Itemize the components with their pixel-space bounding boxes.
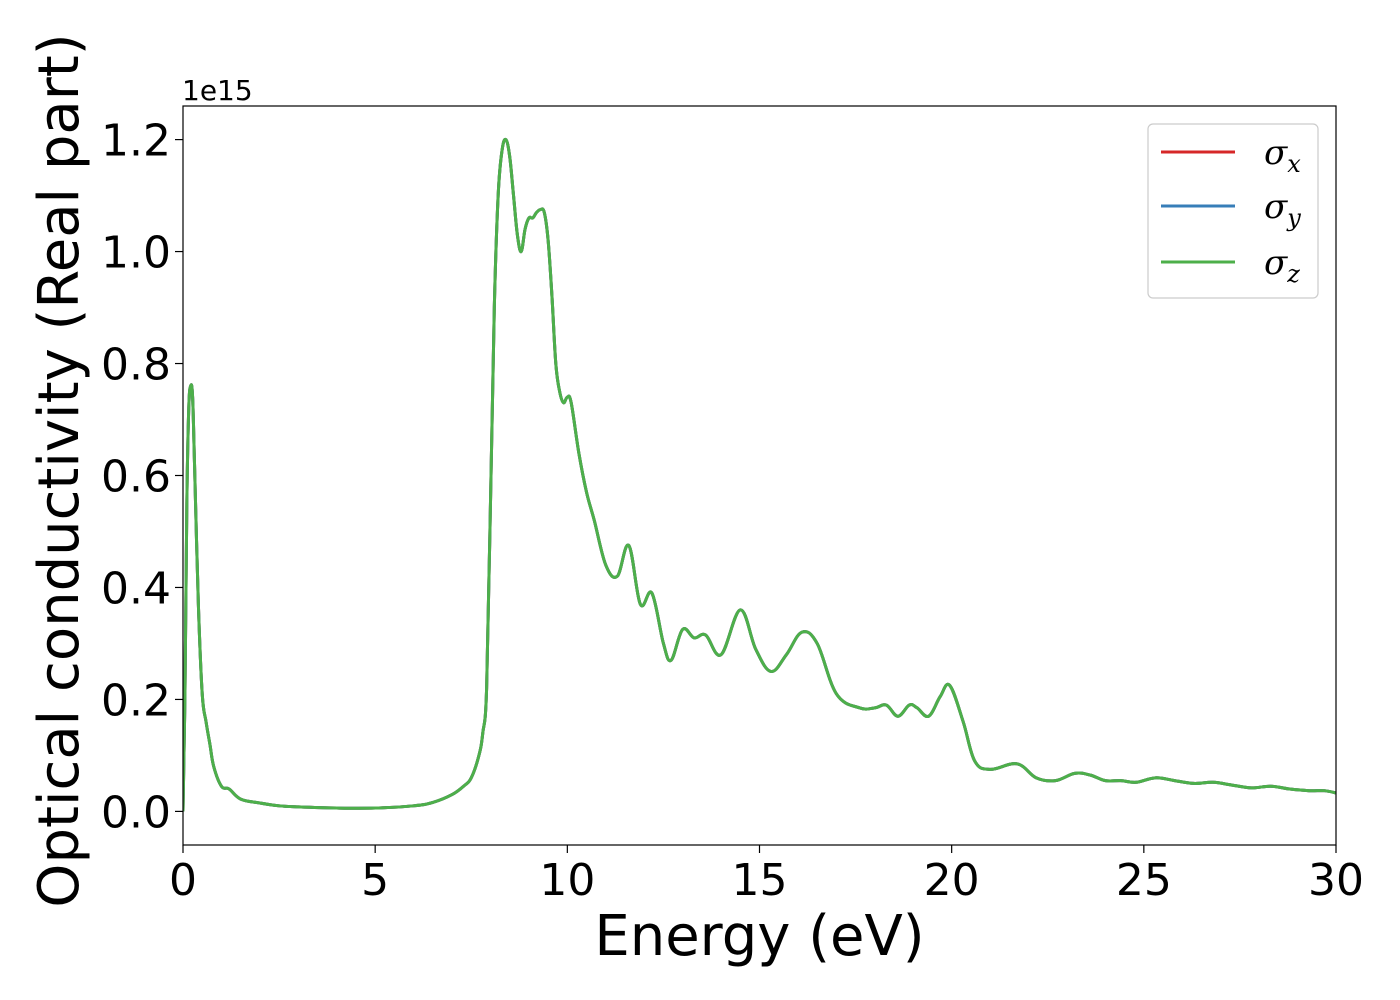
y-axis-title: Optical conductivity (Real part) — [27, 33, 92, 907]
y-axis-ticks: 0.0 0.2 0.4 0.6 0.8 1.0 1.2 — [101, 116, 183, 838]
x-tick-label: 25 — [1116, 855, 1172, 906]
x-tick-label: 20 — [924, 855, 980, 906]
x-tick-label: 15 — [732, 855, 788, 906]
x-tick-label: 0 — [169, 855, 197, 906]
legend-label-sigma-y: σy — [1264, 187, 1301, 232]
x-tick-label: 5 — [361, 855, 389, 906]
y-tick-label: 0.6 — [101, 452, 171, 503]
y-tick-label: 0.0 — [101, 787, 171, 838]
x-tick-label: 10 — [539, 855, 595, 906]
series-lines — [183, 137, 1336, 812]
legend: σx σy σz — [1147, 123, 1319, 299]
legend-frame — [1147, 123, 1319, 299]
y-tick-label: 0.2 — [101, 675, 171, 726]
legend-label-sigma-z: σz — [1264, 243, 1300, 288]
y-tick-label: 1.0 — [101, 228, 171, 279]
y-tick-label: 0.4 — [101, 563, 171, 614]
x-axis-ticks: 0 5 10 15 20 25 30 — [169, 845, 1364, 906]
series-line-sigma-z — [183, 137, 1336, 812]
legend-label-sigma-x: σx — [1264, 133, 1301, 178]
y-tick-label: 1.2 — [101, 116, 171, 167]
y-tick-label: 0.8 — [101, 340, 171, 391]
y-axis-offset-label: 1e15 — [182, 74, 253, 107]
x-axis-title: Energy (eV) — [594, 904, 924, 969]
x-tick-label: 30 — [1308, 855, 1364, 906]
